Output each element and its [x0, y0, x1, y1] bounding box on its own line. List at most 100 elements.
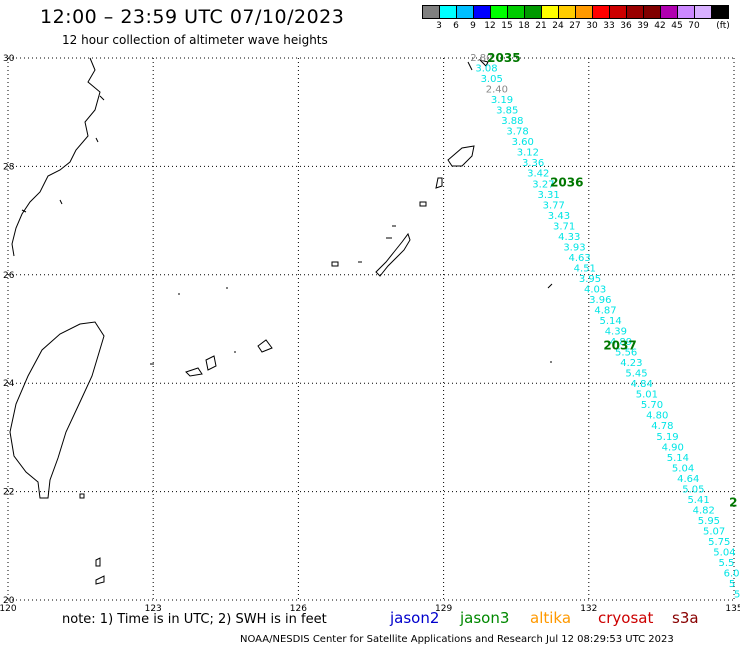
colorbar-label: 21: [535, 21, 547, 31]
coastlines: [9, 57, 553, 585]
china-coastline-islands: [21, 95, 105, 213]
latitude-label: 24: [3, 379, 15, 389]
swh-value: 3.88: [501, 116, 523, 127]
colorbar-label: 33: [603, 21, 615, 31]
swh-value: 4.87: [594, 306, 616, 317]
green-island: [79, 493, 85, 499]
time-label: 2037: [603, 338, 636, 352]
swh-value: 5.04: [672, 463, 694, 474]
swh-value: 4.84: [631, 379, 653, 390]
swh-value: 5.5: [718, 558, 734, 569]
longitude-label: 132: [580, 604, 597, 614]
footer-note: note: 1) Time is in UTC; 2) SWH is in fe…: [62, 612, 327, 627]
swh-value: 3.96: [589, 295, 611, 306]
swh-value: 4.39: [605, 327, 627, 338]
swh-value: 2.80: [470, 53, 492, 64]
swh-value: 3.31: [537, 190, 559, 201]
page-title: 12:00 – 23:59 UTC 07/10/2023: [40, 6, 345, 28]
swh-value: 5.95: [698, 516, 720, 527]
satellite-jason2: jason2: [390, 609, 440, 627]
swh-value: 3.95: [579, 274, 601, 285]
tokunoshima-island: [435, 177, 443, 189]
swh-value: 3.60: [512, 137, 534, 148]
swh-value: 4.51: [574, 263, 596, 274]
latitude-label: 30: [3, 54, 15, 64]
swh-value: 3.42: [527, 169, 549, 180]
swh-value: 5.05: [682, 484, 704, 495]
taiwan-coastline: [9, 321, 105, 499]
time-label: 2: [729, 495, 737, 509]
swh-value: 3.85: [496, 106, 518, 117]
ishigaki-island: [205, 355, 217, 371]
longitude-label: 135: [725, 604, 740, 614]
swh-value: 4.64: [677, 474, 699, 485]
satellite-s3a: s3a: [672, 609, 699, 627]
swh-value: 6.0: [724, 569, 740, 580]
swh-value: 4.33: [558, 232, 580, 243]
kerama-islands: [331, 225, 396, 267]
swh-value: 3.93: [563, 242, 585, 253]
swh-value: 3.77: [543, 200, 565, 211]
swh-value: 5.41: [687, 495, 709, 506]
colorbar-label: 27: [569, 21, 581, 31]
satellite-altika: altika: [530, 609, 572, 627]
kyushu-coastline: [467, 59, 489, 71]
colorbar-label: 42: [654, 21, 666, 31]
swh-value: 3.19: [491, 95, 513, 106]
swh-value: 3.78: [506, 127, 528, 138]
swh-value: 3.43: [548, 211, 570, 222]
time-label: 2035: [487, 51, 520, 65]
island-small: [419, 201, 427, 207]
colorbar-unit: (ft): [716, 21, 730, 31]
longitude-label: 126: [290, 604, 307, 614]
colorbar-label: 3: [436, 21, 442, 31]
swh-value: 4.82: [693, 505, 715, 516]
colorbar-swatch: [711, 5, 729, 19]
longitude-label: 120: [0, 604, 17, 614]
swh-value: 4.90: [662, 442, 684, 453]
batanes-islands: [95, 557, 105, 585]
time-label: 2036: [550, 176, 583, 190]
latitude-label: 28: [3, 162, 15, 172]
colorbar-label: 39: [637, 21, 649, 31]
swh-value: 3.08: [475, 64, 497, 75]
swh-value: 4.80: [646, 411, 668, 422]
colorbar-label: 6: [453, 21, 459, 31]
china-coastline: [11, 57, 101, 257]
colorbar-label: 30: [586, 21, 598, 31]
swh-value: 5.19: [656, 432, 678, 443]
time-labels: 2035 2036 2037 2: [487, 51, 737, 509]
swh-value: 5: [729, 579, 735, 590]
longitude-label: 129: [435, 604, 452, 614]
map-grid: [7, 57, 735, 601]
swh-value: 5.70: [641, 400, 663, 411]
colorbar-label: 15: [501, 21, 513, 31]
latitude-label: 20: [3, 596, 15, 606]
swh-value: 5.56: [615, 348, 637, 359]
swh-value: 4.63: [568, 253, 590, 264]
swh-track: 2.803.083.052.403.193.853.883.783.603.12…: [470, 53, 740, 601]
colorbar-label: 45: [671, 21, 683, 31]
swh-value: 5.75: [708, 537, 730, 548]
swh-value: 3.36: [522, 158, 544, 169]
swh-value: 4.03: [584, 284, 606, 295]
page-subtitle: 12 hour collection of altimeter wave hei…: [62, 33, 328, 47]
colorbar-label: 18: [518, 21, 530, 31]
colorbar-label: 12: [484, 21, 496, 31]
longitude-label: 123: [145, 604, 162, 614]
satellite-cryosat: cryosat: [598, 609, 654, 627]
footer-credit: NOAA/NESDIS Center for Satellite Applica…: [240, 634, 674, 645]
swh-value: 4.23: [620, 358, 642, 369]
colorbar-label: 70: [688, 21, 700, 31]
swh-value: 2.40: [486, 85, 508, 96]
swh-value: 5.07: [703, 526, 725, 537]
swh-value: 3.12: [517, 148, 539, 159]
swh-value: 5.04: [713, 547, 735, 558]
swh-value: 3.27: [532, 179, 554, 190]
swh-value: 5.01: [636, 390, 658, 401]
amami-island: [447, 145, 475, 167]
satellite-jason3: jason3: [460, 609, 510, 627]
swh-value: 5.45: [625, 369, 647, 380]
swh-value: 4.78: [651, 421, 673, 432]
